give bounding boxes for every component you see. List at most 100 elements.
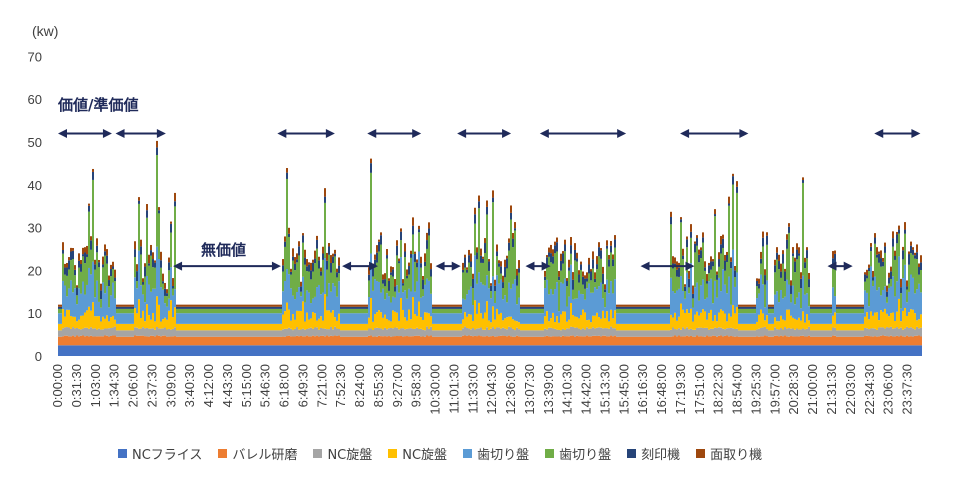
series-segment: [902, 246, 904, 251]
series-segment: [684, 329, 686, 337]
series-segment: [818, 345, 820, 356]
series-segment: [348, 308, 350, 314]
series-segment: [706, 345, 708, 356]
series-segment: [292, 345, 294, 356]
series-segment: [490, 291, 492, 299]
series-segment: [788, 232, 790, 285]
series-segment: [306, 259, 308, 267]
series-segment: [238, 323, 240, 331]
series-segment: [792, 317, 794, 329]
series-segment: [578, 318, 580, 329]
series-segment: [728, 345, 730, 356]
series-segment: [274, 304, 276, 307]
series-segment: [492, 276, 494, 307]
series-segment: [526, 306, 528, 309]
series-segment: [540, 306, 542, 309]
series-segment: [290, 268, 292, 272]
series-segment: [514, 336, 516, 346]
series-segment: [862, 313, 864, 324]
series-segment: [488, 336, 490, 346]
series-segment: [410, 250, 412, 255]
series-segment: [766, 244, 768, 281]
series-segment: [150, 255, 152, 292]
series-segment: [626, 306, 628, 309]
series-segment: [282, 336, 284, 346]
series-segment: [292, 248, 294, 257]
series-segment: [256, 323, 258, 331]
series-segment: [222, 323, 224, 331]
series-segment: [320, 335, 322, 346]
series-segment: [428, 228, 430, 236]
series-segment: [748, 308, 750, 314]
series-segment: [70, 328, 72, 337]
series-segment: [236, 323, 238, 331]
series-segment: [766, 345, 768, 356]
series-segment: [508, 242, 510, 251]
series-segment: [786, 328, 788, 337]
series-segment: [640, 330, 642, 337]
series-segment: [200, 306, 202, 309]
series-segment: [240, 304, 242, 307]
series-segment: [166, 345, 168, 356]
series-segment: [686, 236, 688, 240]
series-segment: [578, 336, 580, 346]
series-segment: [554, 253, 556, 290]
series-segment: [834, 296, 836, 313]
series-segment: [78, 260, 80, 268]
series-segment: [600, 345, 602, 356]
series-segment: [796, 249, 798, 260]
series-segment: [756, 280, 758, 287]
y-tick-label: 70: [28, 49, 42, 64]
series-segment: [262, 323, 264, 331]
series-segment: [336, 296, 338, 321]
series-segment: [832, 287, 834, 316]
series-segment: [446, 345, 448, 356]
series-segment: [182, 345, 184, 356]
series-segment: [584, 312, 586, 330]
series-segment: [534, 308, 536, 314]
series-segment: [898, 225, 900, 230]
series-segment: [916, 289, 918, 321]
series-segment: [262, 345, 264, 356]
series-segment: [140, 246, 142, 255]
series-segment: [154, 329, 156, 337]
series-segment: [180, 306, 182, 309]
series-segment: [656, 330, 658, 337]
series-segment: [154, 262, 156, 268]
series-segment: [548, 256, 550, 295]
series-segment: [806, 293, 808, 315]
series-segment: [750, 308, 752, 314]
series-segment: [88, 211, 90, 268]
series-segment: [332, 345, 334, 356]
series-segment: [80, 264, 82, 272]
series-segment: [288, 274, 290, 310]
series-segment: [836, 304, 838, 307]
series-segment: [878, 287, 880, 321]
series-segment: [760, 309, 762, 328]
series-segment: [772, 345, 774, 356]
series-segment: [590, 280, 592, 293]
series-segment: [778, 261, 780, 270]
series-segment: [296, 262, 298, 292]
series-segment: [144, 266, 146, 277]
series-segment: [758, 336, 760, 346]
series-segment: [466, 335, 468, 346]
series-segment: [816, 308, 818, 314]
series-segment: [918, 274, 920, 284]
series-segment: [62, 250, 64, 254]
series-segment: [368, 297, 370, 318]
series-segment: [270, 306, 272, 309]
series-segment: [542, 345, 544, 356]
series-segment: [324, 336, 326, 346]
series-segment: [750, 330, 752, 337]
series-segment: [772, 304, 774, 307]
series-segment: [770, 308, 772, 314]
series-segment: [310, 279, 312, 304]
series-segment: [504, 277, 506, 296]
series-segment: [70, 251, 72, 261]
series-segment: [342, 330, 344, 337]
series-segment: [916, 320, 918, 327]
series-segment: [224, 336, 226, 346]
series-segment: [518, 260, 520, 269]
series-segment: [236, 345, 238, 356]
